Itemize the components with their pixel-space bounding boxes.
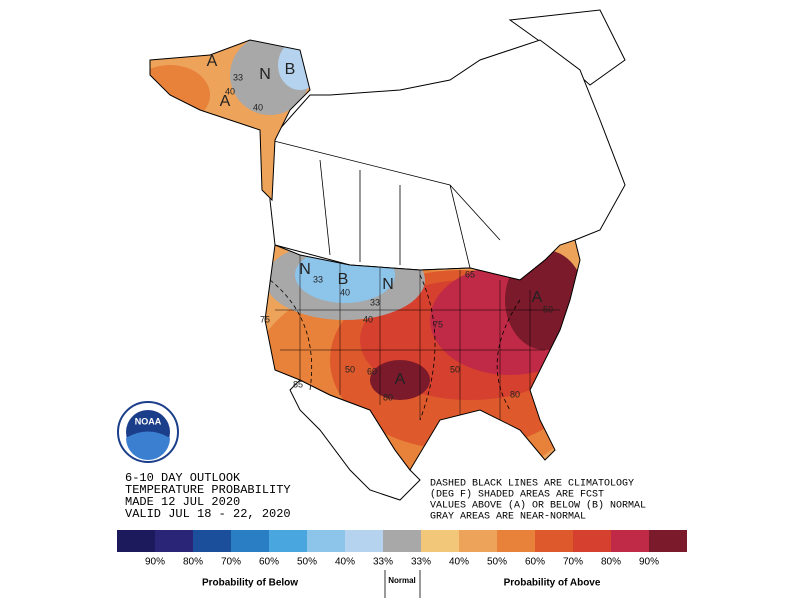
legend-cell (155, 530, 193, 552)
legend-label: 60% (525, 557, 545, 568)
legend-label: 50% (487, 557, 507, 568)
legend-label: 70% (563, 557, 583, 568)
legend-label: 60% (259, 557, 279, 568)
note-line: DASHED BLACK LINES ARE CLIMATOLOGY (430, 479, 634, 490)
contour-label: 40 (340, 287, 350, 297)
legend-cell (459, 530, 497, 552)
legend-cell (231, 530, 269, 552)
legend-label: 40% (449, 557, 469, 568)
map-label: A (207, 53, 218, 70)
header-line: MADE 12 JUL 2020 (125, 495, 240, 509)
legend-label: 80% (601, 557, 621, 568)
canada-provinces (269, 139, 501, 269)
legend-cell (497, 530, 535, 552)
map-label: N (299, 261, 311, 278)
logo-text: NOAA (135, 416, 162, 426)
legend-cell (307, 530, 345, 552)
legend-label: 40% (335, 557, 355, 568)
contour-label: 50 (450, 364, 460, 374)
contour-label: 50 (543, 304, 553, 314)
legend-label: 50% (297, 557, 317, 568)
climatology-lines (269, 274, 521, 421)
map-label: A (395, 371, 406, 388)
alaska (149, 39, 311, 202)
legend-label: 80% (183, 557, 203, 568)
contour-label: 40 (363, 314, 373, 324)
note-line: GRAY AREAS ARE NEAR-NORMAL (430, 512, 586, 523)
legend-cell (345, 530, 383, 552)
legend-cell (117, 530, 155, 552)
contour-label: 60 (367, 366, 377, 376)
note-line: (DEG F) SHADED AREAS ARE FCST (430, 489, 604, 501)
legend-above-title: Probability of Above (504, 578, 601, 589)
legend-cell (611, 530, 649, 552)
logo-wave (126, 431, 170, 460)
contour-label: 85 (293, 379, 303, 389)
legend-below-title: Probability of Below (202, 578, 298, 589)
header-line: 6-10 DAY OUTLOOK (125, 471, 241, 485)
map-label: A (532, 289, 543, 306)
legend-normal-cell (383, 530, 421, 552)
legend-cell (649, 530, 687, 552)
contour-label: 33 (313, 274, 323, 284)
state-lines (275, 255, 560, 420)
contour-label: 40 (253, 102, 263, 112)
legend-cell (269, 530, 307, 552)
contour-label: 75 (260, 314, 270, 324)
legend-label: 70% (221, 557, 241, 568)
map-label: N (259, 66, 271, 83)
contour-label: 80 (510, 389, 520, 399)
contour-label: 33 (370, 297, 380, 307)
map-label: B (338, 271, 349, 288)
legend-label: 33% (411, 557, 431, 568)
note-line: VALUES ABOVE (A) OR BELOW (B) NORMAL (430, 500, 646, 512)
legend-cell (193, 530, 231, 552)
contour-label: 33 (233, 72, 243, 82)
contour-label: 75 (433, 319, 443, 329)
contour-label: 80 (383, 392, 393, 402)
contour-label: 40 (225, 86, 235, 96)
contour-label: 50 (345, 364, 355, 374)
contiguous-us (264, 239, 581, 471)
legend-cell (573, 530, 611, 552)
header-line: TEMPERATURE PROBABILITY (125, 483, 291, 497)
contour-label: 65 (465, 269, 475, 279)
legend-label: 33% (373, 557, 393, 568)
map-label: N (382, 276, 394, 293)
legend-normal-title: Normal (388, 576, 416, 585)
legend-cell (535, 530, 573, 552)
legend-label: 90% (639, 557, 659, 568)
us-shading (265, 240, 580, 470)
header-line: VALID JUL 18 - 22, 2020 (125, 507, 291, 521)
legend-cell (421, 530, 459, 552)
legend-label: 90% (145, 557, 165, 568)
map-label: A (220, 93, 231, 110)
map-label: B (285, 61, 296, 78)
